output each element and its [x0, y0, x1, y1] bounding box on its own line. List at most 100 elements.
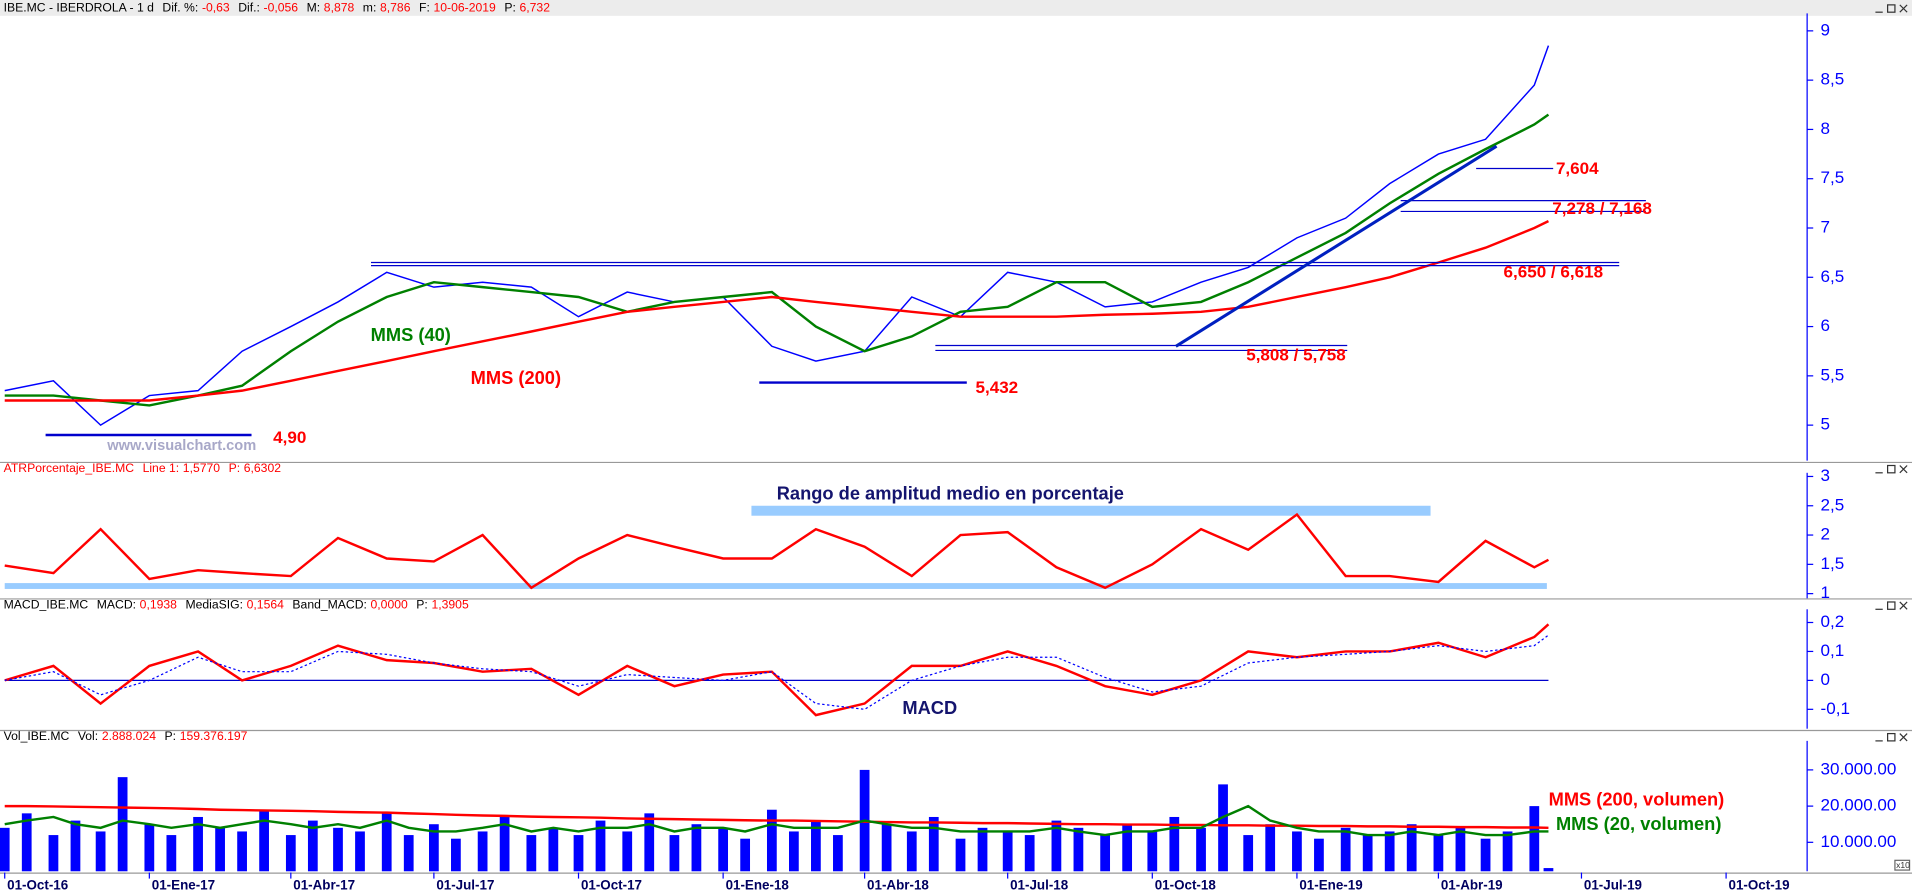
y-tick-label: 0,2	[1821, 612, 1845, 631]
x-tick-label: 01-Ene-17	[152, 877, 215, 892]
volume-bar	[237, 831, 247, 872]
y-tick-label: 5,5	[1821, 365, 1845, 384]
stat-value: 10-06-2019	[434, 1, 497, 15]
panel-header: Vol_IBE.MC Vol: 2.888.024 P: 159.376.197	[4, 729, 248, 743]
y-tick-label: 8	[1821, 119, 1830, 138]
stat-label: Band_MACD:	[292, 598, 366, 612]
volume-bar	[573, 835, 584, 872]
series-label: MMS (200, volumen)	[1549, 788, 1725, 809]
volume-bar	[285, 835, 296, 872]
series-line	[4, 804, 1549, 837]
stat-label: P:	[165, 729, 177, 743]
x-tick-label: 01-Abr-19	[1441, 877, 1503, 892]
y-tick-label: 10.000.00	[1821, 832, 1897, 851]
volume-bar	[403, 835, 414, 872]
volume-bar	[548, 827, 559, 872]
volume-bar	[1122, 824, 1133, 872]
volume-bar	[1362, 835, 1373, 872]
volume-bar	[333, 827, 343, 872]
stat-value: 1,3905	[431, 598, 468, 612]
level-label: 7,604	[1556, 159, 1599, 178]
x-tick-label: 01-Oct-19	[1729, 877, 1790, 892]
volume-bar	[669, 835, 680, 872]
volume-bar	[1147, 831, 1158, 872]
y-tick-label: 2,5	[1821, 495, 1845, 514]
level-label: 5,432	[976, 378, 1019, 397]
y-tick-label: 5	[1821, 415, 1830, 434]
volume-bar	[1218, 784, 1228, 872]
volume-bar	[740, 838, 751, 872]
volume-bar	[977, 827, 988, 872]
close-icon	[1899, 4, 1908, 13]
stat-label: MediaSIG:	[185, 598, 243, 612]
x-tick-label: 01-Ene-19	[1299, 877, 1362, 892]
stat-label: Dif.:	[238, 1, 260, 15]
volume-bar	[1024, 835, 1035, 872]
series-label: MMS (200)	[471, 367, 561, 388]
level-label: 7,278 / 7,168	[1552, 199, 1652, 218]
x-tick-label: 01-Oct-17	[581, 877, 642, 892]
series-label: MMS (40)	[371, 324, 451, 345]
y-tick-label: 0	[1821, 670, 1830, 689]
volume-bar	[1051, 820, 1062, 872]
series-line	[4, 220, 1549, 402]
volume-bar	[429, 824, 439, 872]
volume-bar	[1433, 835, 1444, 872]
panel-header: MACD_IBE.MC MACD: 0,1938 MediaSIG: 0,1564 Ban…	[4, 598, 469, 612]
y-tick-label: 7,5	[1821, 168, 1845, 187]
y-tick-label: 9	[1821, 20, 1830, 39]
stat-label: P:	[504, 1, 516, 15]
annotation: Rango de amplitud medio en porcentaje	[777, 483, 1124, 504]
maximize-icon	[1887, 464, 1896, 474]
volume-bar	[1196, 827, 1206, 872]
stat-value: 2.888.024	[102, 729, 156, 743]
stat-value: 6,732	[520, 1, 551, 15]
y-tick-label: 8,5	[1821, 70, 1845, 89]
y-tick-label: 6,5	[1821, 267, 1845, 286]
panel-name: IBE.MC - IBERDROLA - 1 d	[4, 1, 154, 15]
volume-bar	[691, 824, 702, 872]
series-line	[4, 634, 1549, 710]
volume-bar	[1455, 827, 1466, 872]
level-label: 4,90	[273, 428, 306, 447]
volume-bar	[451, 838, 461, 872]
volume-bar	[499, 816, 510, 872]
scale-note: x10	[1896, 860, 1910, 870]
stat-label: m:	[363, 1, 377, 15]
volume-bar	[811, 820, 821, 872]
y-tick-label: -0,1	[1821, 699, 1850, 718]
volume-bar	[788, 831, 799, 872]
stat-value: 0,1938	[140, 598, 177, 612]
close-icon	[1899, 601, 1908, 610]
stat-value: 0,1564	[247, 598, 284, 612]
volume-bar	[21, 813, 32, 872]
maximize-icon	[1887, 4, 1896, 13]
scale-note-box	[1894, 859, 1911, 871]
y-tick-label: 2	[1821, 525, 1830, 544]
volume-bar	[595, 820, 606, 872]
y-tick-label: 3	[1821, 466, 1830, 485]
y-tick-label: 20.000.00	[1821, 796, 1897, 815]
stat-value: 8,786	[380, 1, 411, 15]
volume-bar	[259, 809, 269, 872]
volume-bar	[881, 824, 892, 872]
stat-value: 6,6302	[244, 461, 281, 475]
volume-bar	[307, 820, 318, 872]
panel-name: MACD_IBE.MC	[4, 598, 89, 612]
stat-label: F:	[419, 1, 430, 15]
volume-bar	[1406, 824, 1417, 872]
series-line	[4, 512, 1550, 590]
maximize-icon	[1887, 732, 1896, 742]
panel-name: Vol_IBE.MC	[4, 729, 70, 743]
volume-bar	[1480, 838, 1491, 872]
x-tick-label: 01-Jul-18	[1010, 877, 1069, 892]
volume-bar	[1243, 835, 1254, 872]
volume-bar	[1384, 831, 1395, 872]
volume-bar	[1100, 835, 1111, 872]
volume-bar	[928, 816, 939, 872]
y-tick-label: 7	[1821, 218, 1830, 237]
stat-value: 1,5770	[183, 461, 220, 475]
trend-line	[1175, 144, 1498, 348]
y-tick-label: 1,5	[1821, 554, 1845, 573]
